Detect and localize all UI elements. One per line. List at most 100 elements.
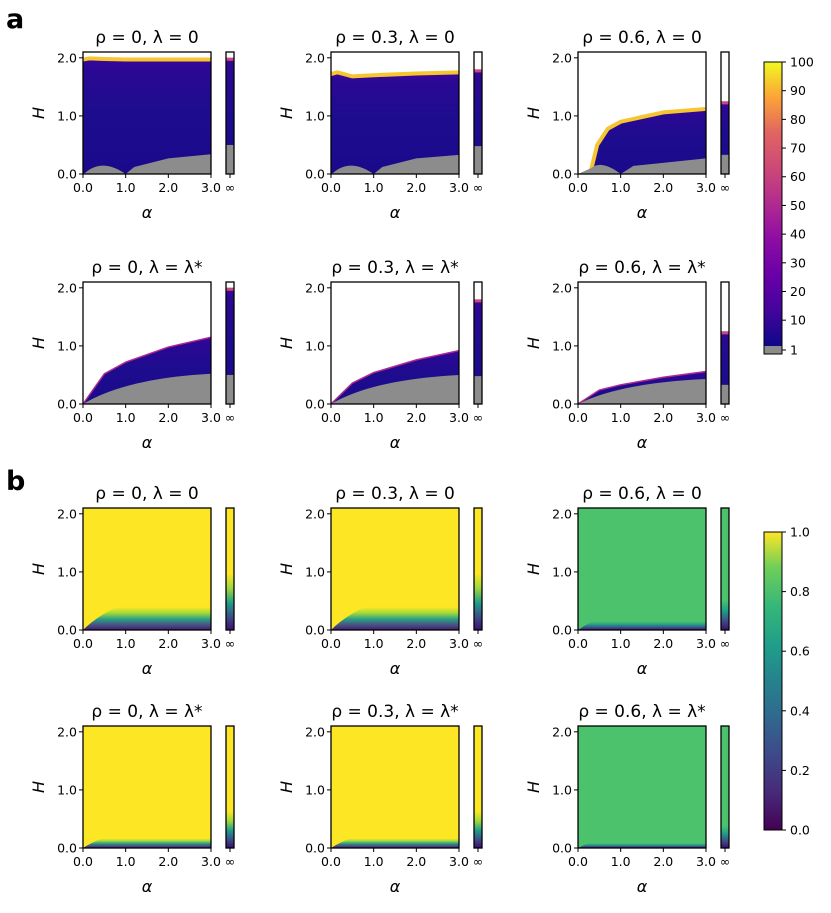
x-tick-label: 0.0 (321, 410, 341, 425)
colorbar-tick-label: 0.0 (790, 823, 810, 838)
x-axis-label: α (637, 659, 648, 678)
side-strip-edge (474, 69, 482, 73)
y-tick-label: 2.0 (552, 50, 572, 65)
x-tick-label: 0.0 (568, 636, 588, 651)
y-axis-label: H (277, 337, 296, 349)
x-tick-label: 2.0 (406, 180, 426, 195)
x-tick-label: 1.0 (116, 636, 136, 651)
x-tick-label: 3.0 (449, 854, 469, 869)
y-tick-label: 0.0 (57, 397, 77, 412)
y-axis-label: H (29, 781, 48, 793)
x-tick-label: 2.0 (158, 854, 178, 869)
panel-label-b: b (6, 466, 25, 497)
colorbar-b: 0.0 0.2 0.4 0.6 0.8 1.0 (763, 525, 810, 838)
y-axis-label: H (524, 563, 543, 575)
colorbar-tick-label: 100 (790, 55, 814, 70)
heatmap-subplot-a (82, 287, 234, 405)
heatmap-field (331, 580, 459, 630)
x-tick-label: 1.0 (364, 636, 384, 651)
y-tick-label: 0.0 (305, 623, 325, 638)
x-tick-label: 3.0 (696, 180, 716, 195)
side-strip-fill (226, 726, 234, 848)
side-strip-fill (721, 101, 729, 174)
x-tick-label: 2.0 (158, 636, 178, 651)
colorbar-tick-label: 10 (790, 313, 806, 328)
y-tick-label: 0.0 (305, 397, 325, 412)
x-tick-label: 2.0 (653, 180, 673, 195)
y-tick-label: 0.0 (305, 167, 325, 182)
y-tick-label: 2.0 (57, 280, 77, 295)
heatmap-subplot-b (331, 508, 482, 630)
colorbar-tick-label: 20 (790, 284, 806, 299)
x-tick-label: 3.0 (201, 180, 221, 195)
colorbar-tick-label: 0.6 (790, 644, 810, 659)
infinity-tick-label: ∞ (473, 180, 483, 195)
heatmap-subplot-a (330, 299, 482, 405)
plot-frame (577, 507, 707, 631)
y-tick-label: 1.0 (552, 338, 572, 353)
side-strip-edge (226, 57, 234, 61)
colorbar-frame (763, 531, 783, 831)
y-axis-label: H (277, 781, 296, 793)
infinity-tick-label: ∞ (473, 854, 483, 869)
colorbar-tick-label: 60 (790, 169, 806, 184)
x-tick-label: 2.0 (158, 410, 178, 425)
x-tick-label: 1.0 (364, 410, 384, 425)
x-tick-label: 1.0 (611, 180, 631, 195)
infeasible-region (578, 158, 706, 174)
y-tick-label: 0.0 (305, 841, 325, 856)
infinity-tick-label: ∞ (225, 636, 235, 651)
colorbar-tick-label: 40 (790, 227, 806, 242)
colorbar-tick-label: 1.0 (790, 525, 810, 540)
subplot-title: ρ = 0.3, λ = λ* (331, 258, 458, 278)
infinity-tick-label: ∞ (720, 636, 730, 651)
y-axis-label: H (524, 781, 543, 793)
plot-frame (82, 507, 212, 631)
plot-frame (577, 51, 707, 175)
y-axis-label: H (29, 107, 48, 119)
side-strip-gray (226, 144, 234, 174)
y-tick-label: 0.0 (552, 841, 572, 856)
x-tick-label: 1.0 (611, 636, 631, 651)
side-strip-gray (721, 384, 729, 404)
subplot-title: ρ = 0.6, λ = 0 (582, 28, 702, 48)
x-tick-label: 3.0 (449, 636, 469, 651)
x-axis-label: α (637, 433, 648, 452)
x-axis-label: α (390, 203, 401, 222)
heatmap-field (83, 816, 211, 848)
y-tick-label: 1.0 (57, 338, 77, 353)
subplot-title: ρ = 0.3, λ = 0 (335, 484, 455, 504)
infeasible-region (331, 154, 459, 174)
subplot-title: ρ = 0, λ = 0 (95, 28, 198, 48)
x-tick-label: 2.0 (653, 854, 673, 869)
side-strip-edge (721, 331, 729, 335)
y-tick-label: 1.0 (305, 782, 325, 797)
infinity-tick-label: ∞ (225, 854, 235, 869)
colorbar-tick-label: 70 (790, 141, 806, 156)
subplot-title: ρ = 0.3, λ = 0 (335, 28, 455, 48)
x-tick-label: 2.0 (406, 636, 426, 651)
x-tick-label: 0.0 (73, 180, 93, 195)
y-axis-label: H (29, 337, 48, 349)
x-tick-label: 0.0 (568, 854, 588, 869)
heatmap-field (578, 595, 706, 630)
colorbar-tick-label: 0.2 (790, 763, 810, 778)
heatmap-subplot-b (578, 508, 729, 630)
colorbar-frame (763, 61, 783, 355)
y-axis-label: H (277, 563, 296, 575)
plot-frame (82, 725, 212, 849)
y-axis-label: H (277, 107, 296, 119)
heatmap-subplot-b (83, 726, 234, 848)
heatmap-subplot-b (83, 508, 234, 630)
plot-frame (577, 725, 707, 849)
y-tick-label: 0.0 (552, 623, 572, 638)
infinity-tick-label: ∞ (225, 410, 235, 425)
side-strip-gray (474, 376, 482, 404)
y-tick-label: 1.0 (57, 108, 77, 123)
infeasible-region (578, 379, 706, 404)
infeasible-region (83, 373, 211, 404)
y-axis-label: H (524, 337, 543, 349)
x-tick-label: 2.0 (406, 410, 426, 425)
x-tick-label: 3.0 (201, 854, 221, 869)
x-axis-label: α (390, 877, 401, 896)
